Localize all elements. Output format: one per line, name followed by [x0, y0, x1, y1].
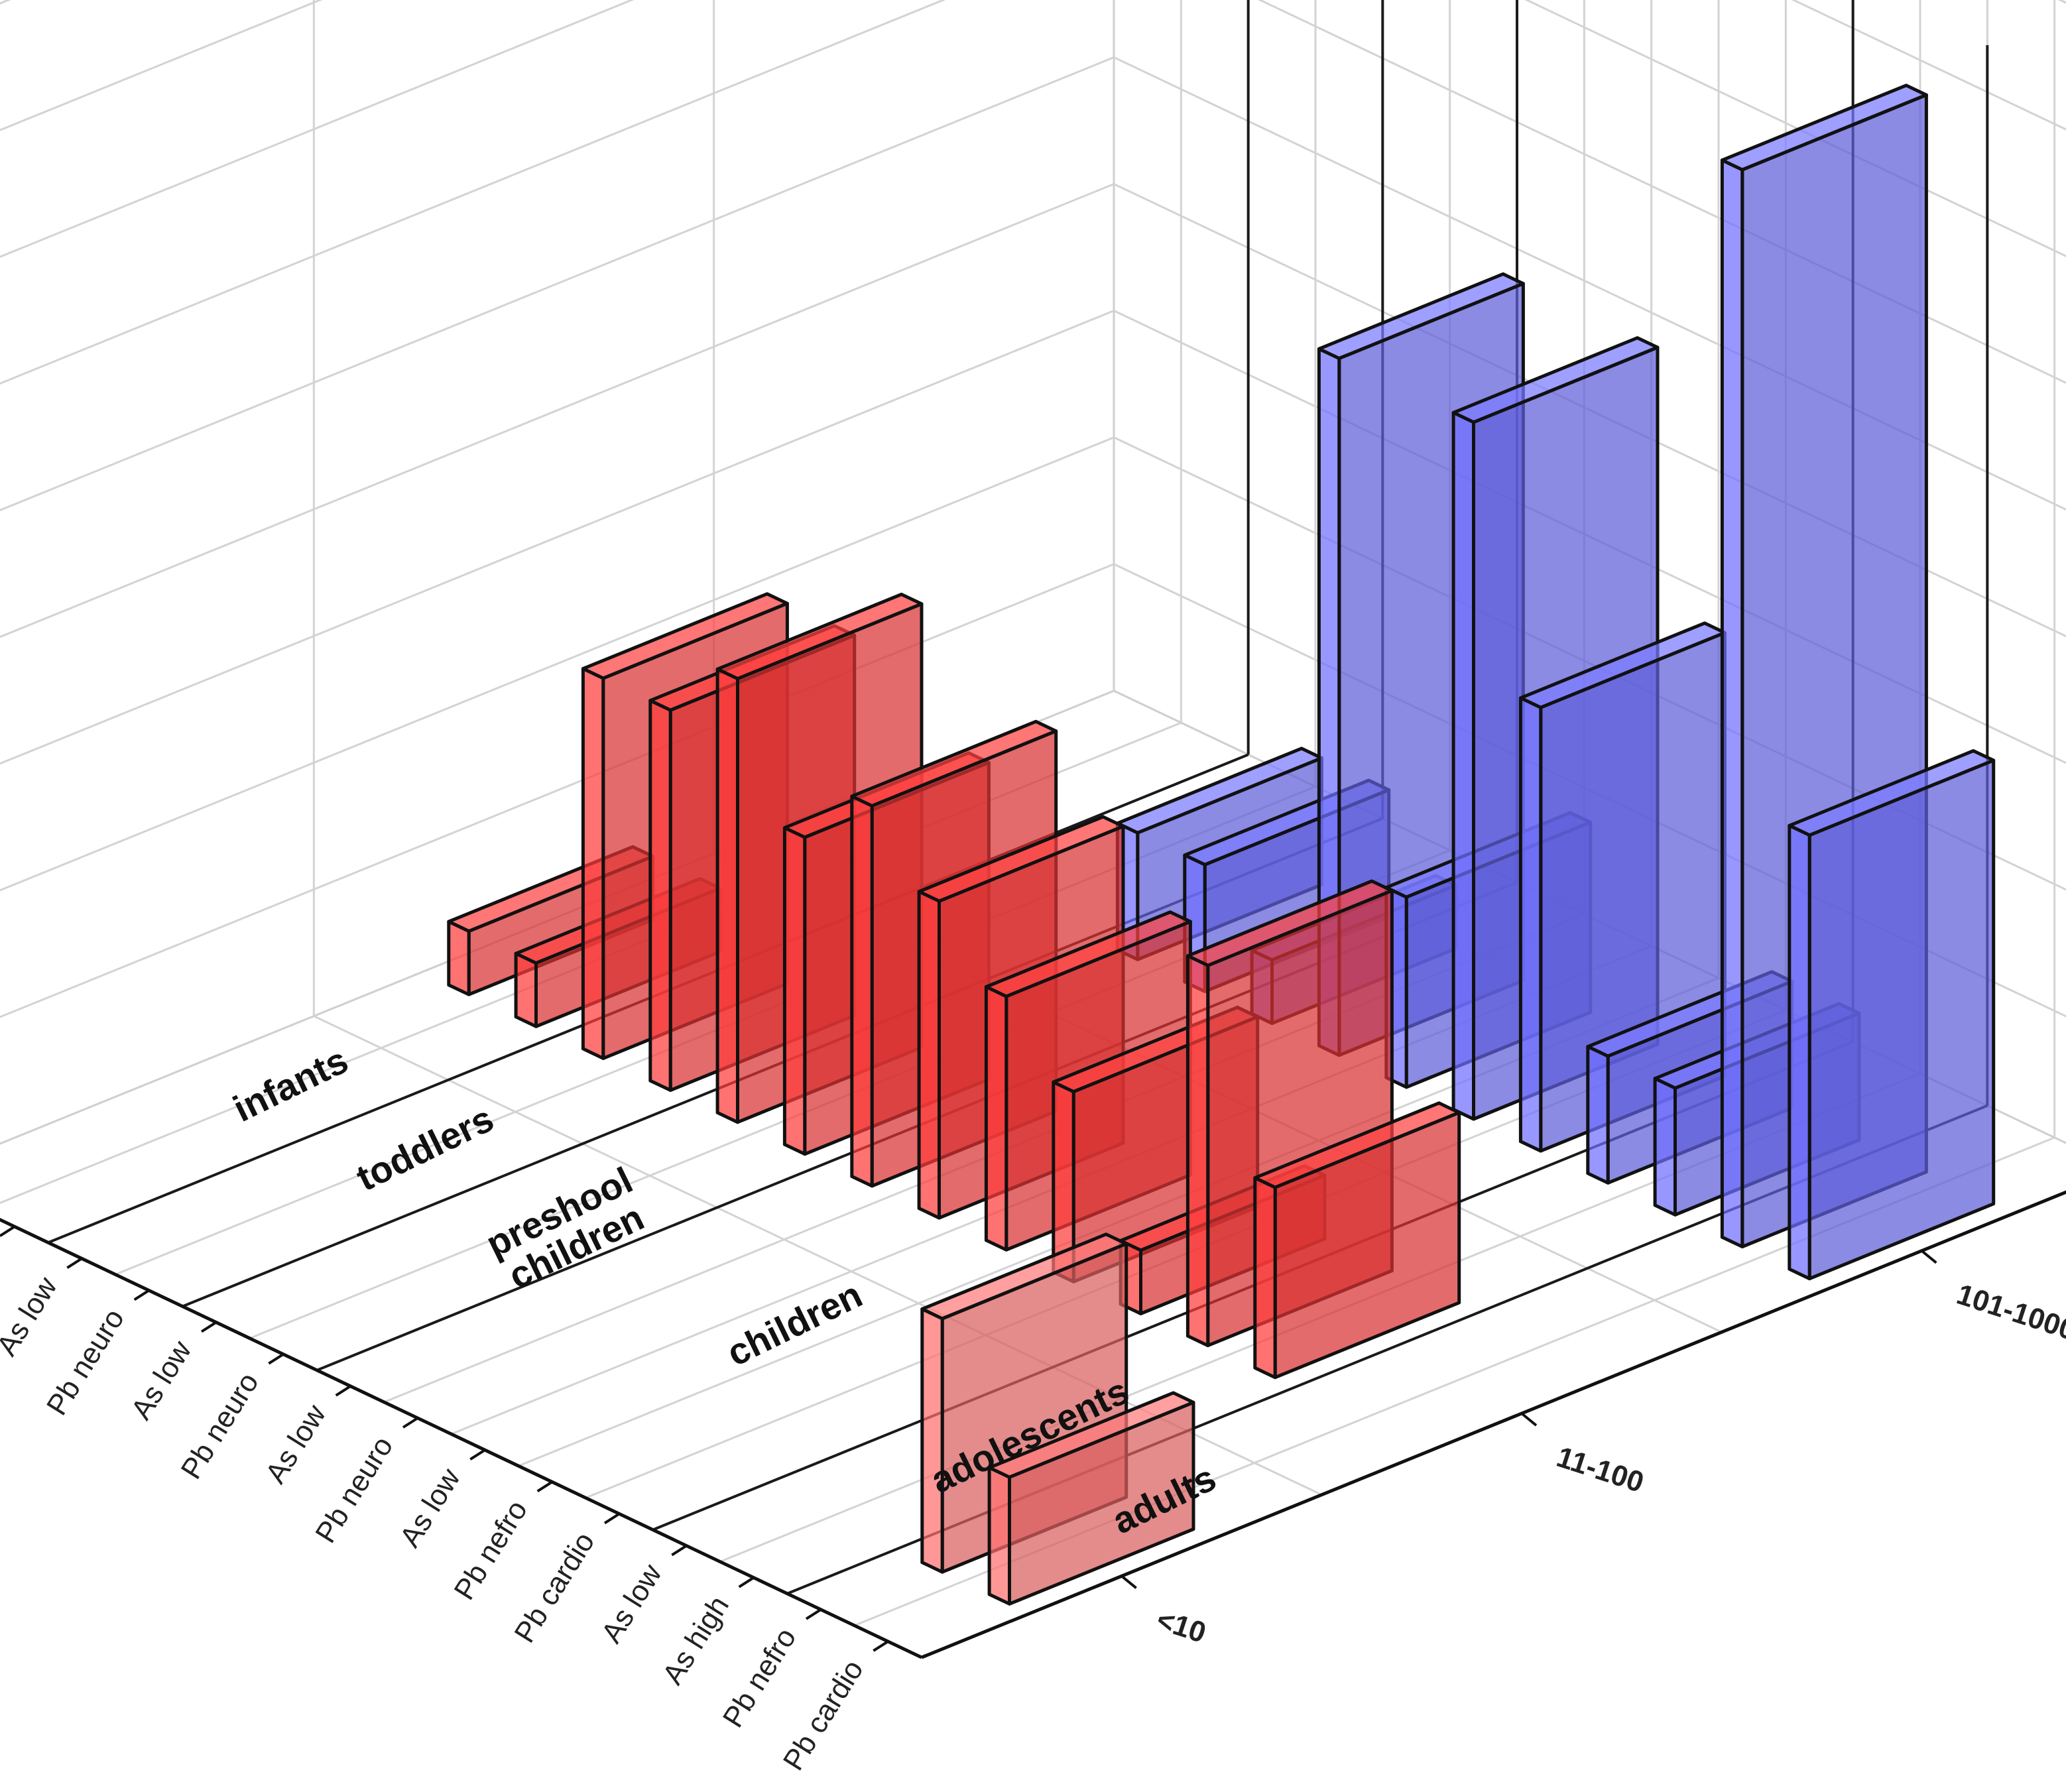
x-tick-mark	[66, 1257, 83, 1270]
category-label: As high	[656, 1590, 735, 1690]
y-tick-mark	[1121, 1575, 1137, 1589]
x-tick-mark	[200, 1321, 217, 1333]
category-label: As low	[595, 1559, 668, 1649]
gridline-left	[0, 0, 323, 131]
chart-bars	[447, 84, 1996, 1606]
category-label: Pb neuro	[40, 1303, 131, 1421]
x-tick-mark	[805, 1608, 822, 1620]
x-tick-mark	[873, 1640, 889, 1652]
moe-tick-label: 11-100	[1553, 1441, 1648, 1499]
category-label: As low	[259, 1399, 332, 1489]
gridline-left	[0, 310, 1115, 765]
category-label: Pb neuro	[309, 1431, 399, 1548]
x-tick-mark	[133, 1289, 150, 1301]
moe-tick-label: 101-1000	[1953, 1278, 2066, 1347]
y-tick-mark	[1520, 1412, 1538, 1427]
gridline-left	[0, 183, 1115, 638]
x-tick-mark	[0, 1225, 16, 1237]
category-label: As low	[0, 1271, 64, 1361]
x-tick-mark	[268, 1353, 284, 1365]
gridline-back	[1524, 0, 2066, 257]
bar-<10-14	[987, 1391, 1195, 1606]
category-label: As low	[394, 1463, 467, 1553]
x-tick-mark	[671, 1544, 688, 1557]
x-tick-mark	[738, 1576, 755, 1588]
category-label: Pb neuro	[175, 1367, 265, 1484]
gridline-back	[1113, 56, 2066, 511]
bar-11-100-12	[1253, 1101, 1461, 1380]
gridline-left	[0, 0, 946, 385]
x-tick-mark	[469, 1449, 486, 1461]
x-tick-mark	[536, 1480, 553, 1492]
x-tick-mark	[603, 1512, 621, 1525]
gridline-back	[1257, 0, 2066, 385]
category-label: As low	[125, 1335, 198, 1425]
category-label: Pb cardio	[508, 1527, 601, 1649]
gridline-left	[0, 436, 1115, 892]
gridline-back	[1791, 0, 2066, 131]
gridline-left	[0, 0, 635, 258]
y-tick-mark	[1921, 1250, 1937, 1264]
x-tick-mark	[335, 1385, 351, 1397]
category-label: Pb nefro	[717, 1622, 803, 1733]
x-tick-mark	[402, 1417, 419, 1429]
moe-tick-label: <10	[1153, 1603, 1210, 1649]
category-label: Pb cardio	[777, 1654, 870, 1776]
gridline-left	[0, 56, 1115, 512]
bar-101-1000-14	[1788, 749, 1996, 1281]
category-label: Pb nefro	[448, 1495, 534, 1606]
